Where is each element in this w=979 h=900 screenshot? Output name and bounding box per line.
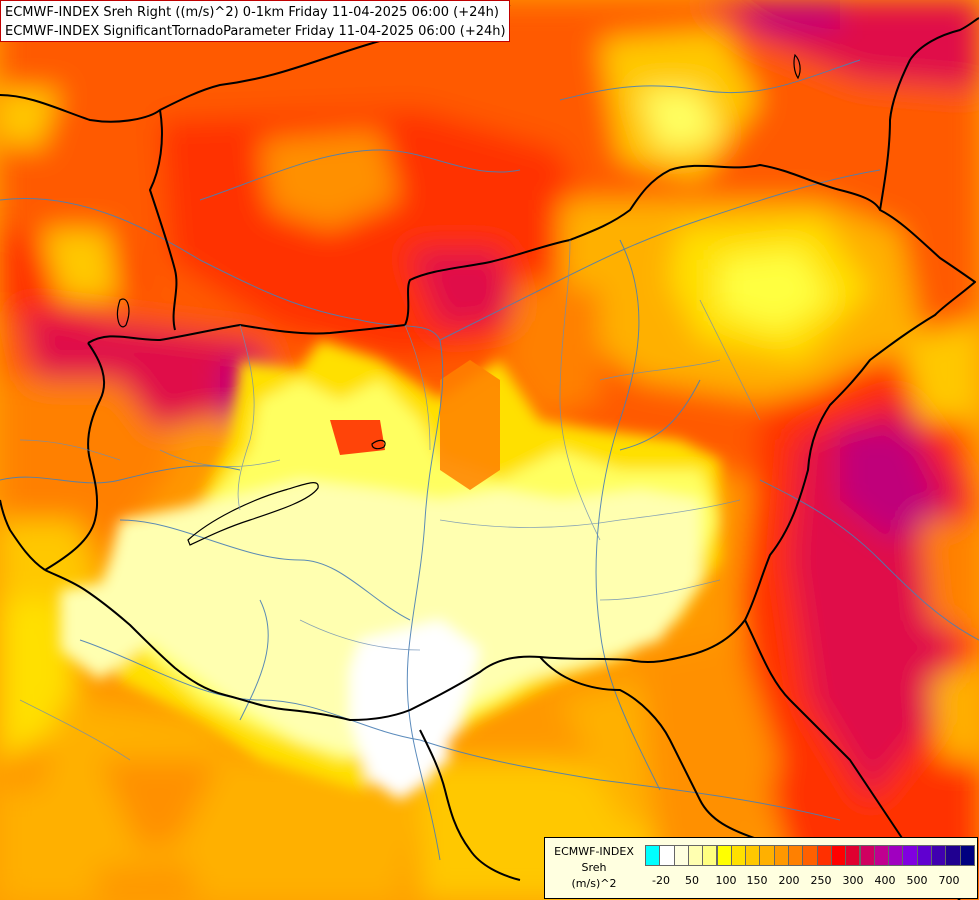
lake-balaton <box>187 482 319 546</box>
legend-label: ECMWF-INDEX Sreh (m/s)^2 <box>545 844 643 892</box>
legend-swatch <box>645 845 661 866</box>
legend-tick-label: 700 <box>938 874 960 887</box>
border-north-east <box>879 17 979 211</box>
legend-tick-label: 200 <box>778 874 800 887</box>
legend-tick-label: 500 <box>906 874 928 887</box>
legend-swatch <box>788 845 804 866</box>
helicity-fingers <box>330 360 500 490</box>
legend-swatch <box>659 845 675 866</box>
title-line-2: ECMWF-INDEX SignificantTornadoParameter … <box>5 24 505 39</box>
country-borders <box>0 4 979 900</box>
border-hungary <box>44 164 976 721</box>
rivers <box>0 59 979 871</box>
legend-swatch <box>916 845 932 866</box>
legend-swatch <box>816 845 832 866</box>
legend-tick-label: 100 <box>715 874 737 887</box>
legend-swatch <box>873 845 890 866</box>
legend-swatch <box>945 845 961 866</box>
lake-north <box>793 53 801 80</box>
lakes <box>116 53 801 546</box>
border-west <box>44 342 105 571</box>
map-title-box: ECMWF-INDEX Sreh Right ((m/s)^2) 0-1km F… <box>0 0 510 42</box>
legend-tick-label: 150 <box>746 874 768 887</box>
legend-swatch <box>687 845 704 866</box>
legend-label-line-3: (m/s)^2 <box>571 877 617 890</box>
border-southwest-lower <box>419 729 521 881</box>
legend-swatch <box>830 845 847 866</box>
admin-borders <box>19 239 761 761</box>
legend-swatch <box>716 845 732 866</box>
border-south-west <box>0 499 46 571</box>
legend-label-line-1: ECMWF-INDEX <box>554 845 634 858</box>
legend-tick-label: 250 <box>810 874 832 887</box>
legend-swatch <box>759 845 775 866</box>
legend-swatch <box>859 845 875 866</box>
legend-swatch <box>902 845 918 866</box>
legend-tick-label: -20 <box>652 874 670 887</box>
legend-tick-label: 300 <box>842 874 864 887</box>
low-helicity-core <box>60 340 720 800</box>
border-west-north <box>0 94 178 331</box>
legend-swatch <box>959 845 975 866</box>
legend-swatch <box>845 845 861 866</box>
legend-swatch <box>802 845 818 866</box>
lake-small <box>371 439 386 450</box>
lake-neusiedl <box>116 298 130 328</box>
border-south <box>539 656 761 841</box>
legend-swatch <box>673 845 689 866</box>
legend-swatch <box>888 845 904 866</box>
legend-swatch <box>702 845 718 866</box>
legend-swatch <box>773 845 789 866</box>
legend-tick-label: 400 <box>874 874 896 887</box>
legend-swatch <box>745 845 761 866</box>
color-legend: ECMWF-INDEX Sreh (m/s)^2 -20 50 100 150 200 2… <box>544 837 978 899</box>
legend-swatch <box>931 845 947 866</box>
legend-swatch <box>730 845 747 866</box>
legend-tick-label: 50 <box>685 874 699 887</box>
title-line-1: ECMWF-INDEX Sreh Right ((m/s)^2) 0-1km F… <box>5 5 499 20</box>
legend-label-line-2: Sreh <box>581 861 607 874</box>
